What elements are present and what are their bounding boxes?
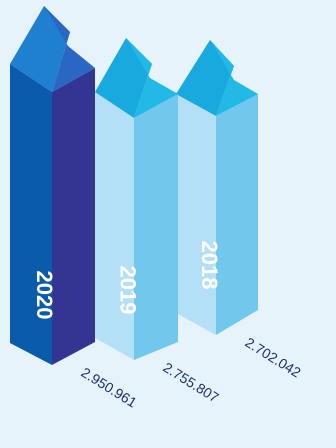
bar-roof-left	[95, 38, 152, 118]
bar-year-label: 2020	[32, 271, 57, 320]
bar-roof-right	[126, 38, 178, 118]
bar-year-label: 2018	[197, 241, 222, 290]
bar-left-face	[176, 94, 216, 335]
bar-roof-right	[44, 6, 95, 92]
bar-left-face	[95, 92, 134, 360]
bar-right-face	[134, 94, 178, 360]
bar-left-face	[10, 64, 52, 365]
bar-value-label: 2.755.807	[160, 359, 221, 406]
bar-value-label: 2.950.961	[78, 364, 139, 411]
bar-year-label: 2019	[116, 266, 141, 315]
bar-right-face	[216, 94, 258, 335]
bar-right-face	[52, 68, 95, 365]
bar-roof-left	[10, 6, 70, 92]
bar-roof-left	[176, 40, 234, 116]
bar-roof-right	[210, 40, 258, 116]
bar-value-label: 2.702.042	[242, 334, 303, 381]
